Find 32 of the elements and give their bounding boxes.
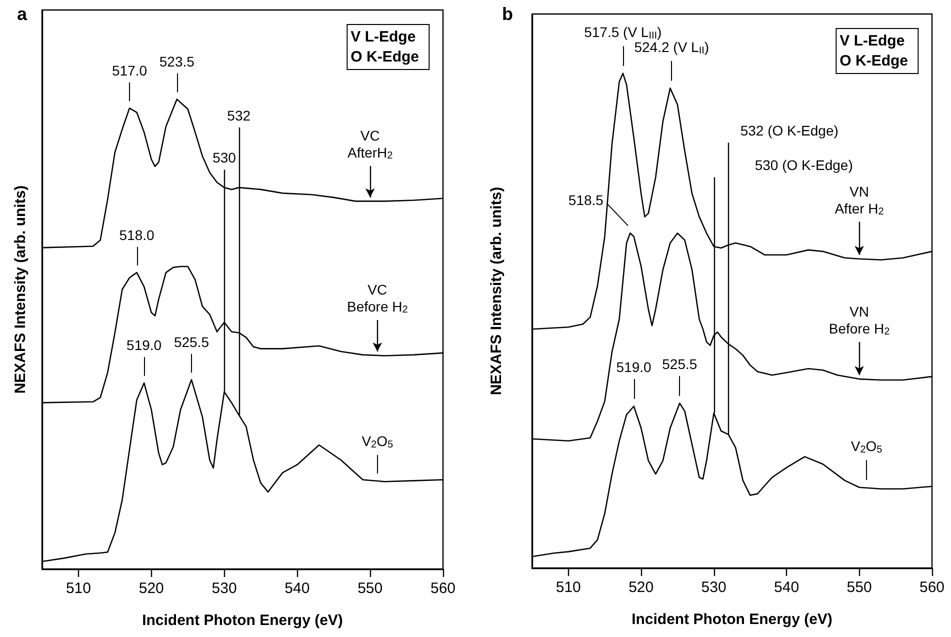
annotation: 523.5 xyxy=(159,53,195,70)
ref-line-label: 530 (O K-Edge) xyxy=(754,157,853,174)
x-tick-label: 560 xyxy=(430,580,456,597)
annotation: 519.0 xyxy=(126,337,162,354)
text: V L-Edge O K-Edge xyxy=(840,32,908,70)
annotation: 518.0 xyxy=(119,226,155,243)
chart-title: b xyxy=(502,4,513,24)
annotation: 519.0 xyxy=(616,359,652,376)
y-axis-title: NEXAFS Intensity (arb. units) xyxy=(12,185,29,394)
x-tick-label: 540 xyxy=(284,580,310,597)
chart-title: a xyxy=(17,4,28,24)
x-tick-label: 510 xyxy=(556,579,581,596)
ref-line-label: 532 (O K-Edge) xyxy=(740,122,838,139)
annotation: 525.5 xyxy=(174,334,210,350)
x-tick-label: 510 xyxy=(66,580,91,597)
x-tick-label: 540 xyxy=(774,579,800,596)
x-tick-label: 530 xyxy=(212,580,237,597)
x-tick-label: 560 xyxy=(919,579,945,596)
annotation: 518.5 xyxy=(568,192,604,208)
x-tick-label: 550 xyxy=(846,579,872,596)
ref-line-label: 532 xyxy=(227,107,251,124)
x-axis-title: Incident Photon Energy (eV) xyxy=(142,612,343,629)
x-tick-label: 530 xyxy=(701,579,726,596)
annotation: 517.0 xyxy=(112,62,148,78)
x-tick-label: 520 xyxy=(138,580,164,597)
annotation: 525.5 xyxy=(662,356,698,372)
x-axis-title: Incident Photon Energy (eV) xyxy=(632,611,832,628)
text: V L-Edge O K-Edge xyxy=(350,28,420,66)
x-tick-label: 520 xyxy=(628,579,654,596)
y-axis-title: NEXAFS Intensity (arb. units) xyxy=(488,186,505,396)
ref-line-label: 530 xyxy=(212,150,236,166)
x-tick-label: 550 xyxy=(358,580,383,597)
